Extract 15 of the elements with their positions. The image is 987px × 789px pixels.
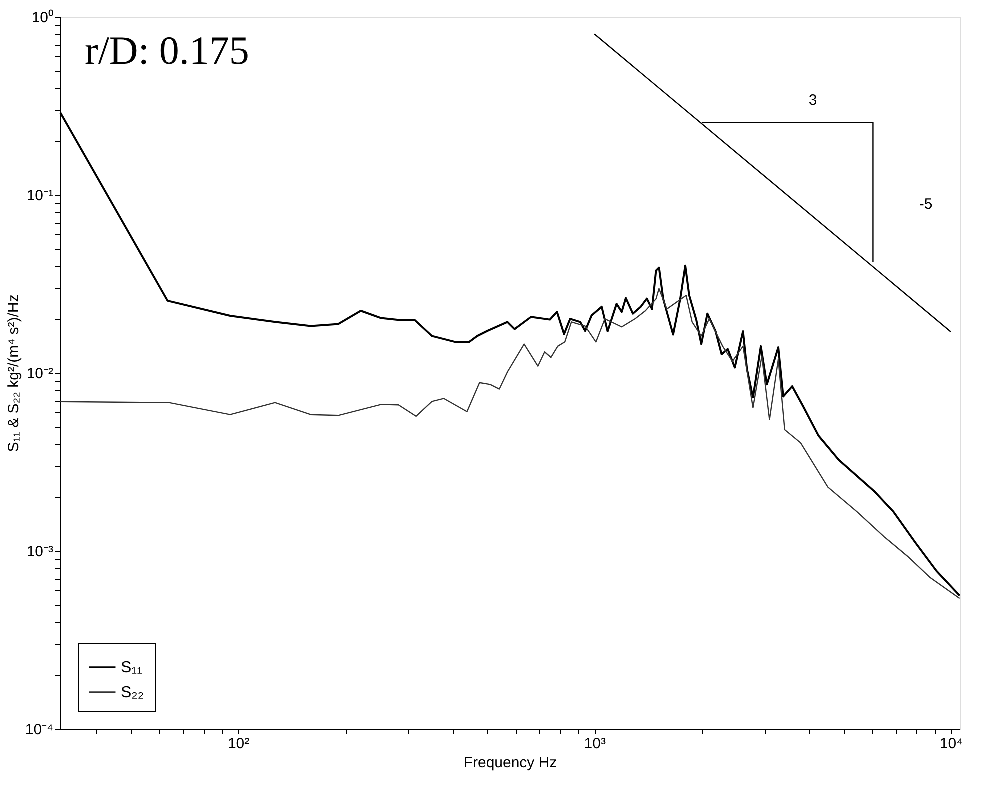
y-axis-title: S₁₁ & S₂₂ kg²/(m⁴ s²)/Hz [5, 294, 22, 452]
y-tick-label: 10⁻⁴ [25, 722, 54, 738]
annotation: -5 [919, 196, 933, 213]
y-tick-label: 10⁻³ [26, 544, 54, 560]
x-tick-label: 10² [228, 736, 250, 752]
x-axis-title: Frequency Hz [464, 754, 558, 772]
y-tick-label: 10⁻² [26, 366, 54, 382]
x-tick-label: 10⁴ [940, 736, 964, 752]
y-tick-label: 10⁻¹ [26, 188, 54, 204]
annotation: r/D: 0.175 [85, 28, 250, 73]
legend-label: S₁₁ [121, 660, 142, 676]
x-tick-label: 10³ [584, 736, 606, 752]
annotation: 3 [808, 92, 818, 109]
y-tick-label: 10⁰ [32, 10, 54, 26]
legend-label: S₂₂ [121, 684, 144, 702]
